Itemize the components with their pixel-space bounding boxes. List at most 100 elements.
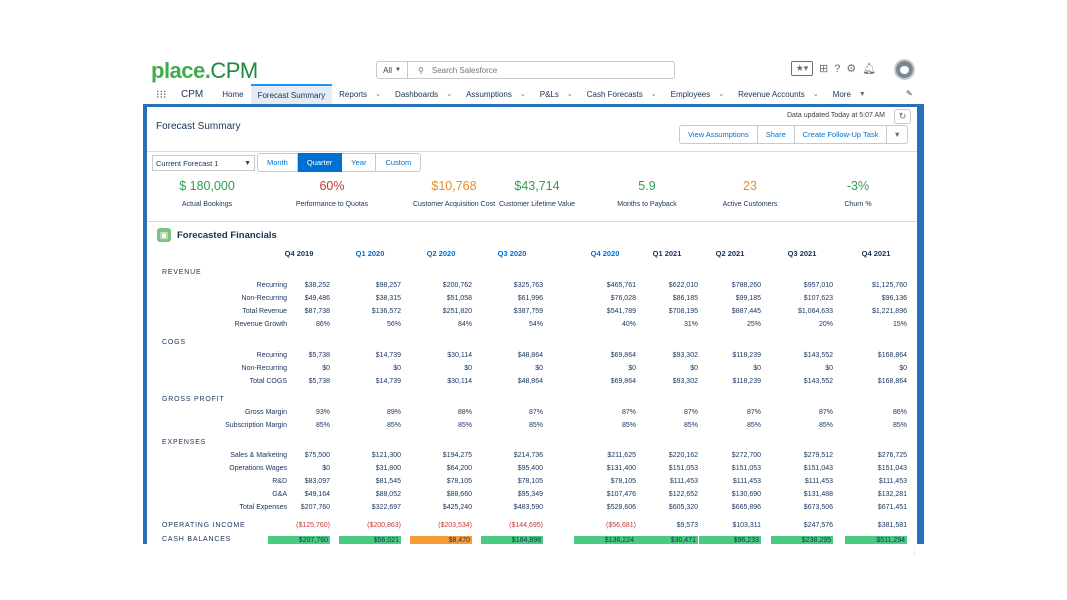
chevron-down-icon[interactable]: ⌄ <box>375 91 382 98</box>
period-month-button[interactable]: Month <box>257 153 298 172</box>
nav-item-1[interactable]: Forecast Summary <box>250 84 333 104</box>
column-header: Q1 2021 <box>652 249 682 258</box>
table-cell: $48,864 <box>517 352 543 359</box>
period-custom-button[interactable]: Custom <box>376 153 422 172</box>
kpi-label: Active Customers <box>722 201 778 208</box>
nav-item-9[interactable]: More ▼ <box>826 84 873 104</box>
table-cell: $103,311 <box>732 522 761 529</box>
table-cell: $131,400 <box>606 465 636 472</box>
table-cell: $48,864 <box>517 378 543 385</box>
kpi-value: $43,714 <box>514 179 560 193</box>
table-cell: $387,759 <box>513 308 543 315</box>
table-cell: 84% <box>457 321 472 328</box>
forecast-select[interactable]: Current Forecast 1 ▼ <box>152 155 255 171</box>
table-cell: $87,738 <box>304 308 330 315</box>
kpi-card: -3% Churn % <box>798 179 917 208</box>
table-cell: $381,581 <box>877 522 907 529</box>
nav-item-label: Cash Forecasts <box>586 89 643 99</box>
divider <box>147 221 917 222</box>
refresh-icon[interactable]: ↻ <box>894 109 911 124</box>
nav-item-label: Forecast Summary <box>257 90 326 100</box>
row-label: Total COGS <box>249 378 287 385</box>
table-cell: 85% <box>818 422 833 429</box>
chevron-down-icon: ▼ <box>244 159 251 167</box>
table-cell: 86% <box>315 321 330 328</box>
avatar[interactable] <box>894 59 915 80</box>
nav-item-4[interactable]: Assumptions ⌄ <box>459 84 533 104</box>
forecasted-financials-title: Forecasted Financials <box>177 230 277 241</box>
table-cell: $111,453 <box>732 478 761 485</box>
nav-item-6[interactable]: Cash Forecasts ⌄ <box>580 84 664 104</box>
table-cell: $200,762 <box>442 282 472 289</box>
table-cell: $78,105 <box>446 478 472 485</box>
table-cell: $111,453 <box>804 478 833 485</box>
nav-item-5[interactable]: P&Ls ⌄ <box>533 84 580 104</box>
table-cell: $247,576 <box>803 522 833 529</box>
table-cell: $93,302 <box>672 352 698 359</box>
nav-item-0[interactable]: Home <box>215 84 250 104</box>
column-header: Q3 2020 <box>497 249 527 258</box>
row-label: G&A <box>272 491 287 498</box>
kpi-value: $10,768 <box>431 179 477 193</box>
table-cell: $220,162 <box>668 452 698 459</box>
search-input[interactable] <box>431 65 632 75</box>
create-follow-up-task-button[interactable]: Create Follow-Up Task <box>794 125 888 144</box>
favorites-star-icon[interactable]: ★▾ <box>791 61 813 76</box>
view-assumptions-button[interactable]: View Assumptions <box>679 125 758 144</box>
gear-icon[interactable]: ⚙ <box>846 63 857 75</box>
table-cell: 87% <box>818 409 833 416</box>
forecast-summary-panel: Forecast Summary Data updated Today at 5… <box>147 107 917 544</box>
column-header: Q4 2021 <box>861 249 891 258</box>
chevron-down-icon[interactable]: ⌄ <box>718 91 725 98</box>
table-cell: 93% <box>315 409 330 416</box>
kpi-card: $43,714 Customer Lifetime Value <box>477 179 597 208</box>
table-cell: $272,700 <box>731 452 761 459</box>
app-launcher-icon[interactable]: ⁝⁝⁝ <box>156 88 167 101</box>
share-button[interactable]: Share <box>757 125 795 144</box>
action-buttons: View Assumptions Share Create Follow-Up … <box>679 125 908 144</box>
help-icon[interactable]: ? <box>834 62 841 75</box>
row-label: Recurring <box>256 282 287 289</box>
table-cell: $30,471 <box>636 536 698 544</box>
row-label: Operations Wages <box>229 465 287 472</box>
table-cell: $69,864 <box>610 352 636 359</box>
row-label: Sales & Marketing <box>230 452 287 459</box>
chevron-down-icon[interactable]: ⌄ <box>566 91 573 98</box>
more-actions-chevron-icon[interactable]: ▼ <box>887 125 908 144</box>
kpi-card: 60% Performance to Quotas <box>272 179 392 208</box>
edit-nav-pencil-icon[interactable]: ✎ <box>906 89 913 98</box>
search-scope-select[interactable]: All ▼ <box>377 62 408 78</box>
nav-item-7[interactable]: Employees ⌄ <box>664 84 731 104</box>
nav-item-3[interactable]: Dashboards ⌄ <box>388 84 459 104</box>
table-cell: $81,545 <box>375 478 401 485</box>
chevron-down-icon[interactable]: ⌄ <box>446 91 453 98</box>
table-cell: $184,898 <box>481 536 543 544</box>
table-cell: 85% <box>528 422 543 429</box>
chevron-down-icon[interactable]: ⌄ <box>519 91 526 98</box>
table-cell: $194,275 <box>442 452 472 459</box>
period-quarter-button[interactable]: Quarter <box>297 153 343 172</box>
table-cell: $788,260 <box>731 282 761 289</box>
table-cell: $511,294 <box>845 536 907 544</box>
add-icon[interactable]: ⊞ <box>819 63 829 75</box>
kpi-value: 23 <box>743 179 757 193</box>
notifications-bell-icon[interactable]: 🔔︎ <box>862 63 877 75</box>
row-label: Total Revenue <box>242 308 287 315</box>
chevron-down-icon[interactable]: ⌄ <box>812 91 819 98</box>
table-cell: 31% <box>683 321 698 328</box>
chevron-down-icon[interactable]: ⌄ <box>650 91 657 98</box>
kpi-card: 5.9 Months to Payback <box>587 179 707 208</box>
table-cell: $86,185 <box>672 295 698 302</box>
table-cell: ($125,760) <box>296 522 330 529</box>
nav-item-8[interactable]: Revenue Accounts ⌄ <box>731 84 826 104</box>
table-cell: $665,896 <box>731 504 761 511</box>
period-year-button[interactable]: Year <box>342 153 377 172</box>
table-cell: $207,760 <box>300 504 330 511</box>
table-cell: $78,105 <box>610 478 636 485</box>
kpi-strip: $ 180,000 Actual Bookings 60% Performance t… <box>147 179 917 219</box>
table-cell: $483,590 <box>513 504 543 511</box>
table-cell: 85% <box>457 422 472 429</box>
operating-income-label: OPERATING INCOME <box>162 522 246 529</box>
nav-item-2[interactable]: Reports ⌄ <box>332 84 388 104</box>
chevron-down-icon[interactable]: ▼ <box>858 90 866 98</box>
